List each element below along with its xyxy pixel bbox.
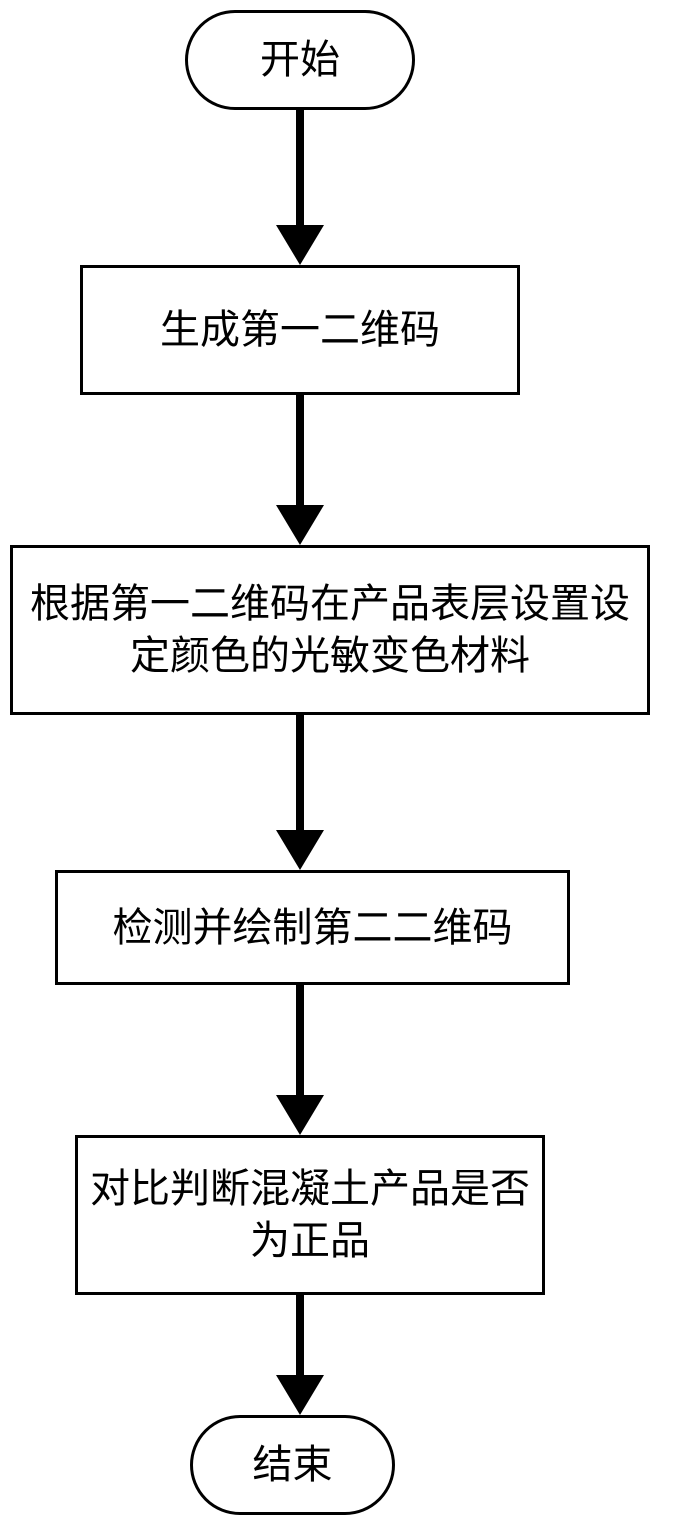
arrow-step3-to-step4	[274, 985, 326, 1135]
flowchart-container: 开始生成第一二维码根据第一二维码在产品表层设置设定颜色的光敏变色材料检测并绘制第…	[0, 0, 676, 1523]
node-step1: 生成第一二维码	[80, 265, 520, 395]
node-label-end: 结束	[243, 1439, 343, 1491]
arrow-step1-to-step2	[274, 395, 326, 545]
node-step4: 对比判断混凝土产品是否为正品	[75, 1135, 545, 1295]
node-step3: 检测并绘制第二二维码	[55, 870, 570, 985]
node-label-step3: 检测并绘制第二二维码	[103, 902, 523, 954]
arrow-step4-to-end	[274, 1295, 326, 1415]
node-label-step1: 生成第一二维码	[150, 304, 450, 356]
node-label-step4: 对比判断混凝土产品是否为正品	[78, 1163, 542, 1267]
node-step2: 根据第一二维码在产品表层设置设定颜色的光敏变色材料	[10, 545, 650, 715]
arrow-step2-to-step3	[274, 715, 326, 870]
node-end: 结束	[190, 1415, 395, 1515]
node-label-step2: 根据第一二维码在产品表层设置设定颜色的光敏变色材料	[13, 578, 647, 682]
node-label-start: 开始	[250, 34, 350, 86]
node-start: 开始	[185, 10, 415, 110]
arrow-start-to-step1	[274, 110, 326, 265]
